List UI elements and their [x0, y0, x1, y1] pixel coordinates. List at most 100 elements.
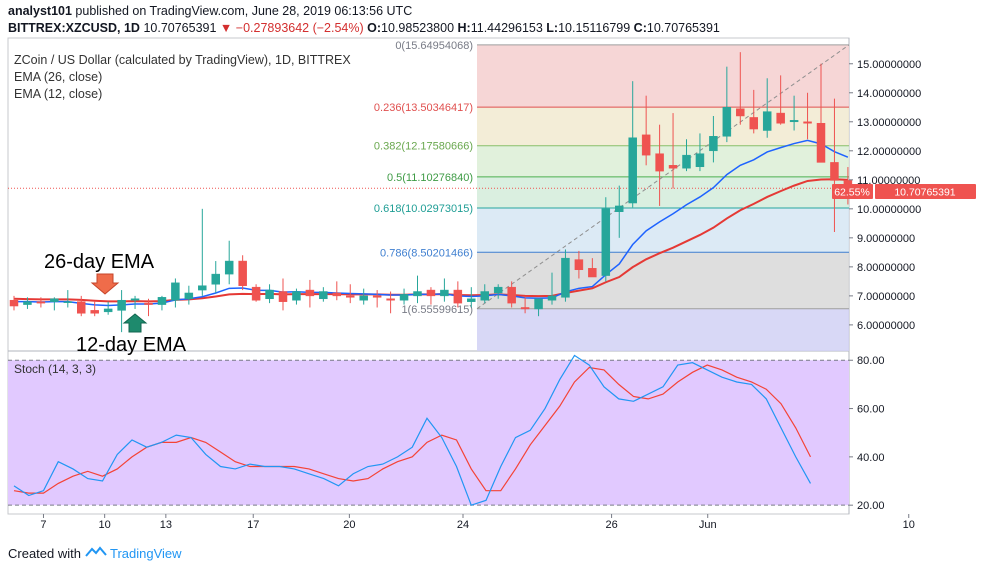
last-price-badge: [875, 184, 976, 199]
candle-body: [372, 295, 382, 298]
footer-prefix: Created with: [8, 546, 81, 561]
ema12-annotation: 12-day EMA: [76, 334, 187, 356]
candle-body: [507, 286, 516, 304]
price-axis-label: 10.00000000: [857, 204, 921, 216]
candle-body: [36, 301, 46, 304]
price-axis-label: 14.00000000: [857, 88, 921, 100]
stoch-legend[interactable]: Stoch (14, 3, 3): [14, 362, 96, 376]
candle-body: [709, 136, 718, 152]
time-axis-label: 17: [247, 519, 259, 531]
candle-body: [641, 134, 651, 156]
percent-badge: [832, 184, 873, 199]
symbol-label: BITTREX:XZCUSD, 1D: [8, 21, 140, 35]
fib-level-label: 0.618(10.02973015): [374, 203, 473, 215]
candle-body: [211, 273, 220, 285]
time-axis-label: 20: [343, 519, 355, 531]
candle-body: [144, 302, 153, 305]
fib-zone: [477, 308, 849, 351]
candle-body: [561, 257, 570, 298]
candle-body: [830, 162, 839, 181]
candle-body: [332, 292, 342, 297]
footer: Created with TradingView: [8, 546, 182, 561]
price-axis-label: 15.00000000: [857, 59, 921, 71]
candle-body: [224, 260, 234, 275]
close-value: 10.70765391: [646, 21, 720, 35]
low-value: 10.15116799: [558, 21, 631, 35]
fib-level-label: 0.5(11.10276840): [387, 172, 473, 184]
ema12-legend[interactable]: EMA (12, close): [14, 87, 102, 101]
candle-body: [534, 298, 543, 310]
candle-body: [103, 308, 113, 313]
candle-body: [9, 299, 19, 307]
price-axis-label: 8.00000000: [857, 262, 915, 274]
candle-body: [776, 112, 785, 124]
candle-body: [346, 295, 355, 298]
ema12-arrow-icon: [122, 313, 148, 333]
time-axis-label: 24: [457, 519, 469, 531]
candle-body: [695, 153, 705, 168]
fib-level-label: 0.382(12.17580666): [374, 141, 473, 153]
candle-body: [615, 205, 624, 212]
candle-body: [238, 260, 247, 286]
candle-body: [682, 154, 691, 169]
candle-body: [386, 298, 395, 301]
candle-body: [399, 294, 409, 301]
candle-body: [77, 301, 86, 314]
ema26-arrow-icon: [90, 273, 120, 295]
candle-body: [171, 282, 180, 301]
candle-body: [305, 289, 315, 297]
time-axis-label: 7: [40, 519, 46, 531]
candle-body: [278, 291, 288, 302]
fib-zone: [477, 107, 849, 146]
candle-body: [265, 289, 274, 300]
candle-body: [198, 285, 207, 291]
stoch-axis-label: 60.00: [857, 404, 885, 416]
high-value: 11.44296153: [470, 21, 543, 35]
fib-level-label: 1(6.55599615): [401, 304, 473, 316]
candlestick-series: [9, 52, 853, 333]
candle-body: [762, 111, 772, 131]
ema26-annotation: 26-day EMA: [44, 251, 155, 273]
percent-badge-text: 62.55%: [834, 187, 870, 199]
price-axis-label: 7.00000000: [857, 291, 915, 303]
fib-zone: [477, 176, 849, 208]
fib-zone: [477, 44, 849, 108]
candle-body: [789, 120, 799, 123]
candle-body: [117, 299, 126, 311]
stoch-k-line: [13, 354, 812, 506]
ema26-legend[interactable]: EMA (26, close): [14, 70, 102, 84]
last-price-value: 10.70765391: [143, 21, 217, 35]
fib-zone: [477, 207, 849, 253]
header-line-2: BITTREX:XZCUSD, 1D 10.70765391 ▼ −0.2789…: [8, 21, 720, 35]
chart-title: ZCoin / US Dollar (calculated by Trading…: [14, 53, 351, 67]
candle-body: [157, 297, 167, 305]
candle-body: [467, 298, 476, 302]
high-label: H:: [457, 21, 471, 35]
time-axis-label: 26: [605, 519, 617, 531]
author-name[interactable]: analyst101: [8, 4, 72, 18]
fib-level-label: 0.786(8.50201466): [380, 247, 473, 259]
candle-body: [184, 292, 194, 300]
candle-body: [655, 153, 664, 172]
tradingview-logo-icon[interactable]: [84, 546, 110, 561]
candle-body: [413, 291, 422, 297]
price-axis-label: 12.00000000: [857, 146, 921, 158]
time-axis-label: 10: [903, 519, 915, 531]
candle-body: [668, 165, 678, 169]
footer-brand[interactable]: TradingView: [110, 546, 182, 561]
fib-trend-line: [476, 44, 850, 310]
candle-body: [130, 298, 140, 301]
axes: 6.00000000 7.00000000 8.00000000 9.00000000…: [40, 59, 921, 531]
candle-body: [736, 108, 745, 117]
low-label: L:: [546, 21, 559, 35]
candle-body: [50, 298, 59, 302]
candle-body: [574, 259, 584, 271]
stoch-axis-label: 40.00: [857, 452, 885, 464]
candle-body: [23, 301, 32, 305]
stoch-axis-label: 20.00: [857, 500, 885, 512]
fib-level-label: 0(15.64954068): [395, 40, 473, 52]
candle-body: [816, 122, 826, 163]
candle-body: [601, 208, 611, 276]
stoch-band-background: [8, 360, 849, 506]
